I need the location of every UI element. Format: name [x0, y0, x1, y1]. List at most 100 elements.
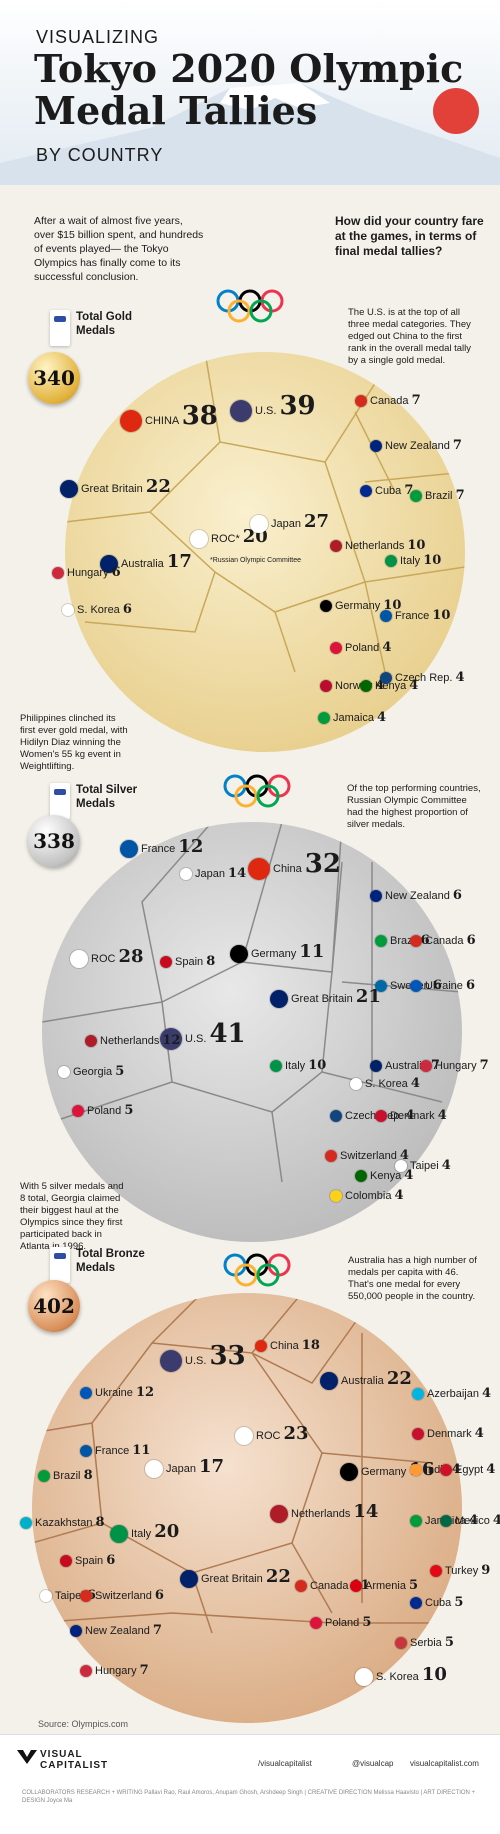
bronze-country-label: Brazil 8 — [38, 1469, 93, 1483]
silver-country-label: New Zealand 6 — [370, 889, 462, 903]
silver-note: Of the top performing countries, Russian… — [347, 783, 481, 830]
flag-icon — [350, 1580, 362, 1593]
medal-count: 6 — [465, 978, 476, 993]
gold-country-label: U.S. 39 — [230, 393, 316, 423]
country-name: Canada — [370, 395, 412, 407]
flag-icon — [340, 1463, 358, 1481]
country-name: Australia — [121, 557, 167, 570]
flag-icon — [38, 1470, 50, 1483]
flag-icon — [395, 1637, 407, 1650]
country-name: Czech Rep. — [345, 1110, 403, 1122]
medal-count: 4 — [474, 1426, 484, 1441]
country-name: Poland — [325, 1617, 363, 1629]
country-name: Germany — [251, 947, 300, 960]
medal-count: 7 — [139, 1663, 149, 1678]
flag-icon — [145, 1460, 163, 1478]
gold-country-label: Jamaica 4 — [318, 711, 386, 725]
title-line-2: Medal Tallies — [34, 88, 318, 133]
country-name: Jamaica — [333, 712, 378, 724]
medal-count: 10 — [383, 598, 402, 613]
medal-count: 4 — [469, 1513, 479, 1528]
country-name: CHINA — [145, 415, 182, 427]
medal-count: 4 — [405, 1108, 415, 1123]
medal-count: 21 — [355, 985, 381, 1007]
medal-count: 18 — [301, 1338, 320, 1353]
gold-country-label: New Zealand 7 — [370, 439, 462, 453]
country-name: Kenya — [370, 1170, 405, 1182]
country-name: Poland — [345, 642, 383, 654]
bronze-country-label: U.S. 33 — [160, 1343, 246, 1373]
country-name: Mexico — [455, 1515, 493, 1527]
bronze-country-label: Netherlands 14 — [270, 1502, 378, 1523]
flag-icon — [270, 1505, 288, 1523]
medal-count: 14 — [228, 866, 247, 881]
flag-icon — [330, 540, 342, 553]
flag-icon — [270, 990, 288, 1008]
silver-medal-chart — [42, 822, 462, 1242]
medal-count: 6 — [106, 1553, 116, 1568]
medal-count: 6 — [154, 1588, 164, 1603]
country-name: Brazil — [425, 490, 456, 502]
flag-icon — [350, 1078, 362, 1091]
country-name: S. Korea — [77, 604, 123, 616]
flag-icon — [420, 1060, 432, 1073]
flag-icon — [375, 980, 387, 993]
medal-count: 14 — [353, 1500, 379, 1522]
country-name: S. Korea — [376, 1670, 422, 1683]
medal-count: 12 — [178, 835, 204, 857]
flag-icon — [410, 935, 422, 948]
twitter-link[interactable]: @visualcap — [352, 1759, 394, 1768]
bronze-voronoi-lines — [32, 1293, 452, 1634]
facebook-link[interactable]: /visualcapitalist — [258, 1759, 312, 1768]
flag-icon — [370, 1060, 382, 1073]
country-name: Cuba — [425, 1597, 455, 1609]
medal-count: 12 — [162, 1033, 181, 1048]
medal-count: 28 — [118, 945, 144, 967]
country-name: U.S. — [185, 1033, 210, 1045]
country-name: Taipei — [55, 1590, 87, 1602]
medal-count: 4 — [382, 640, 392, 655]
silver-country-label: Germany 11 — [230, 942, 324, 963]
flag-icon — [80, 1590, 92, 1603]
medal-count: 12 — [135, 1385, 155, 1400]
country-name: Egypt — [455, 1464, 487, 1476]
gold-section-label: Total Gold Medals — [76, 311, 133, 337]
medal-count: 8 — [95, 1515, 105, 1530]
bronze-country-label: New Zealand 7 — [70, 1623, 162, 1638]
silver-country-label: S. Korea 4 — [350, 1077, 420, 1091]
website-link[interactable]: visualcapitalist.com — [410, 1759, 479, 1768]
medal-count: 7 — [152, 1623, 162, 1638]
flag-icon — [360, 485, 372, 498]
country-name: Canada — [310, 1580, 352, 1592]
country-name: Denmark — [427, 1428, 475, 1440]
flag-icon — [412, 1428, 424, 1441]
medal-count: 22 — [265, 1565, 291, 1587]
medal-count: 17 — [166, 550, 192, 572]
page-title: Tokyo 2020 Olympic Medal Tallies — [34, 48, 474, 132]
bronze-country-label: Japan 17 — [145, 1457, 224, 1478]
country-name: ROC* — [211, 532, 243, 545]
country-name: Georgia — [73, 1066, 116, 1078]
flag-icon — [330, 1110, 342, 1123]
pre-title: VISUALIZING — [36, 27, 160, 47]
flag-icon — [120, 840, 138, 858]
country-name: Serbia — [410, 1637, 445, 1649]
silver-country-label: Canada 6 — [410, 934, 476, 948]
medal-count: 7 — [404, 483, 414, 498]
medal-count: 4 — [451, 1462, 461, 1477]
medal-count: 22 — [145, 475, 171, 497]
flag-icon — [375, 1110, 387, 1123]
medal-count: 7 — [479, 1058, 489, 1073]
bronze-country-label: Italy 20 — [110, 1522, 179, 1543]
silver-country-label: China 32 — [248, 851, 341, 881]
medal-count: 7 — [411, 393, 421, 408]
olympic-rings-icon-3 — [223, 1253, 291, 1287]
country-name: New Zealand — [385, 890, 453, 902]
country-name: Japan — [195, 868, 229, 880]
bronze-country-label: Egypt 4 — [440, 1463, 495, 1477]
olympic-rings-icon-2 — [223, 774, 291, 808]
country-name: Switzerland — [340, 1150, 400, 1162]
flag-icon — [270, 1060, 282, 1073]
country-name: Italy — [400, 555, 424, 567]
bronze-country-label: Denmark 4 — [412, 1426, 484, 1441]
